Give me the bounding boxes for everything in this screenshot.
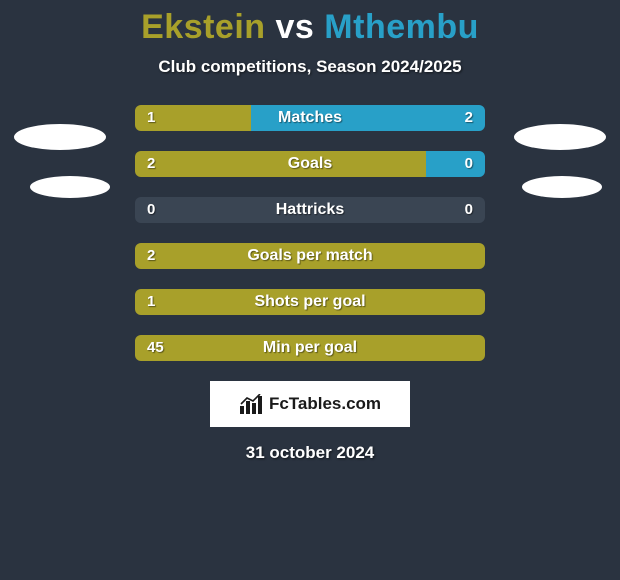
- team-logo-right-1: [514, 124, 606, 150]
- team-logo-left-2: [30, 176, 110, 198]
- stat-label: Goals: [135, 151, 485, 177]
- stat-value-left: 1: [147, 289, 155, 315]
- stat-value-right: 0: [465, 151, 473, 177]
- stat-value-left: 2: [147, 243, 155, 269]
- stat-value-left: 45: [147, 335, 164, 361]
- stat-row: Goals2 0: [135, 151, 485, 177]
- stat-value-left: 1: [147, 105, 155, 131]
- title-player1: Ekstein: [141, 8, 265, 46]
- branding-text: FcTables.com: [269, 394, 381, 414]
- stat-row: Goals per match2: [135, 243, 485, 269]
- title-player2: Mthembu: [324, 8, 479, 46]
- stat-label: Goals per match: [135, 243, 485, 269]
- stat-row: Min per goal45: [135, 335, 485, 361]
- stat-row: Matches1 2: [135, 105, 485, 131]
- stat-value-left: 2: [147, 151, 155, 177]
- stat-label: Hattricks: [135, 197, 485, 223]
- subtitle: Club competitions, Season 2024/2025: [0, 57, 620, 77]
- team-logo-right-2: [522, 176, 602, 198]
- page-title: Ekstein vs Mthembu: [0, 0, 620, 47]
- stat-value-right: 0: [465, 197, 473, 223]
- stat-value-left: 0: [147, 197, 155, 223]
- stats-chart: Matches12Goals20Hattricks00Goals per mat…: [135, 105, 485, 361]
- branding-badge: FcTables.com: [210, 381, 410, 427]
- team-logo-left-1: [14, 124, 106, 150]
- stat-row: Hattricks0 0: [135, 197, 485, 223]
- date-label: 31 october 2024: [0, 443, 620, 463]
- stat-label: Shots per goal: [135, 289, 485, 315]
- chart-icon: [239, 394, 263, 414]
- stat-row: Shots per goal1: [135, 289, 485, 315]
- stat-value-right: 2: [465, 105, 473, 131]
- stat-label: Min per goal: [135, 335, 485, 361]
- title-vs: vs: [276, 8, 315, 46]
- stat-label: Matches: [135, 105, 485, 131]
